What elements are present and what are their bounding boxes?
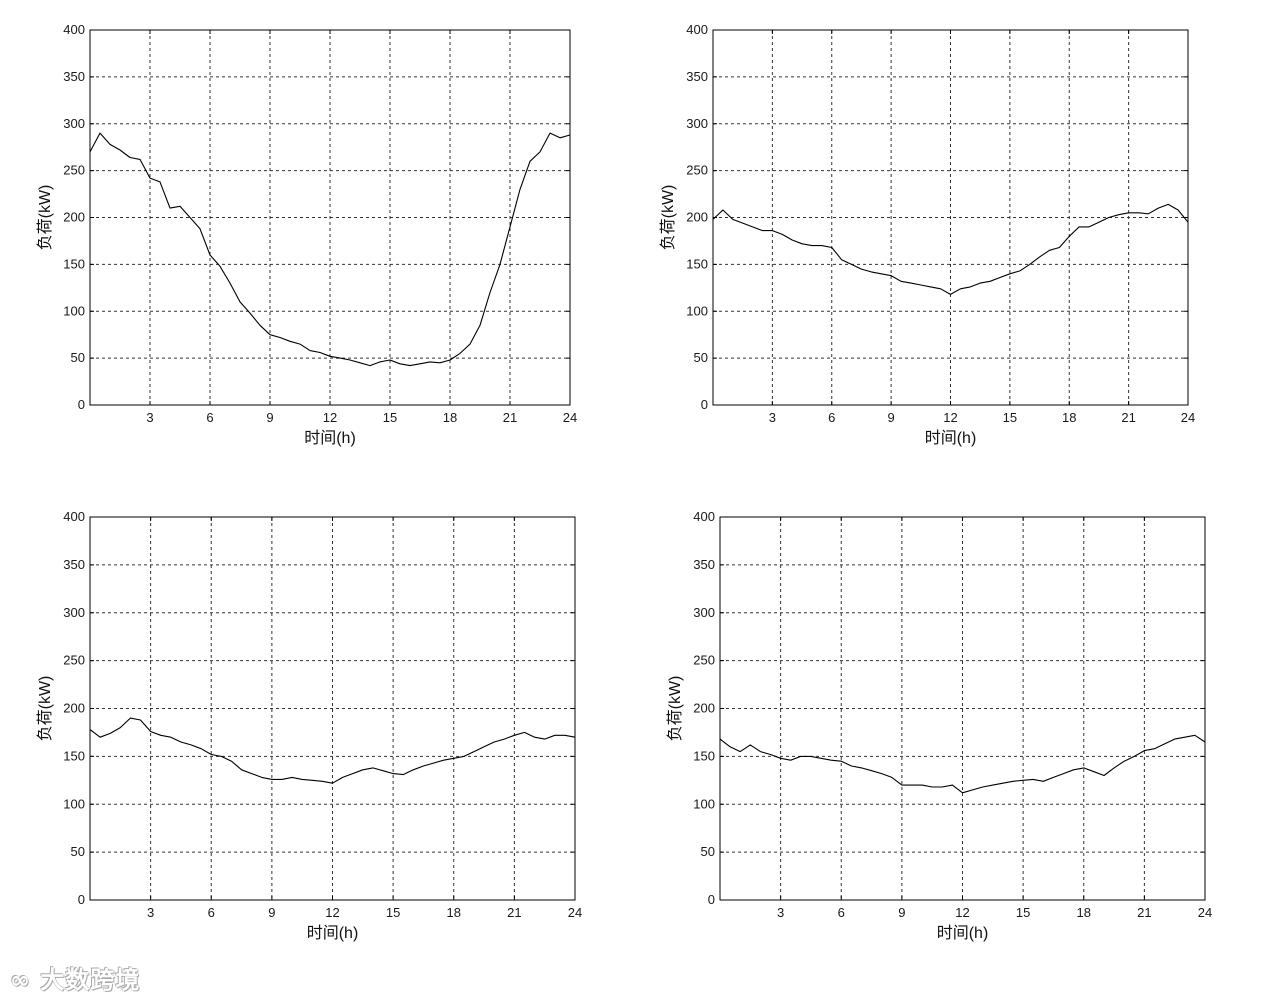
x-tick-label: 18 xyxy=(447,905,461,920)
x-tick-label: 9 xyxy=(266,410,273,425)
x-tick-label: 3 xyxy=(769,410,776,425)
x-tick-label: 15 xyxy=(1016,905,1030,920)
series-line xyxy=(89,132,571,367)
x-tick-label: 3 xyxy=(146,410,153,425)
x-tick-label: 6 xyxy=(206,410,213,425)
watermark-logo: ⁠∞ 大数跨境 xyxy=(10,966,141,994)
x-tick-label: 21 xyxy=(507,905,521,920)
y-tick-label: 250 xyxy=(63,163,85,178)
x-tick-label: 24 xyxy=(1181,410,1195,425)
y-tick-label: 100 xyxy=(686,303,708,318)
y-tick-label: 50 xyxy=(694,350,708,365)
y-tick-label: 150 xyxy=(63,256,85,271)
y-tick-label: 100 xyxy=(63,303,85,318)
y-tick-label: 100 xyxy=(693,796,715,811)
chart-bottom-right: 3 6 9 12 15 18 21 24 0 50 100 150 200 250 300 350 400 时间(… xyxy=(666,509,1212,942)
x-tick-label: 18 xyxy=(1077,905,1091,920)
series-line xyxy=(719,734,1206,794)
x-tick-label: 21 xyxy=(1137,905,1151,920)
y-tick-label: 200 xyxy=(686,210,708,225)
x-tick-label: 12 xyxy=(323,410,337,425)
x-tick-label: 21 xyxy=(1121,410,1135,425)
x-tick-label: 12 xyxy=(955,905,969,920)
x-tick-label: 24 xyxy=(1198,905,1212,920)
chart-top-right: 3 6 9 12 15 18 21 24 0 50 100 150 200 250 300 350 400 时间(… xyxy=(659,22,1195,447)
chart-top-left: 3 6 9 12 15 18 21 24 0 50 100 150 200 250 300 350 400 时间(… xyxy=(36,22,577,447)
y-tick-label: 100 xyxy=(63,796,85,811)
y-tick-label: 150 xyxy=(63,748,85,763)
y-tick-label: 350 xyxy=(693,557,715,572)
y-tick-label: 150 xyxy=(693,748,715,763)
y-tick-label: 50 xyxy=(701,844,715,859)
chart-bottom-left: 3 6 9 12 15 18 21 24 0 50 100 150 200 250 300 350 400 时间(… xyxy=(36,509,582,942)
x-tick-label: 9 xyxy=(898,905,905,920)
y-axis-label: 负荷(kW) xyxy=(36,676,54,742)
y-tick-label: 350 xyxy=(63,69,85,84)
x-tick-label: 3 xyxy=(777,905,784,920)
x-axis-label: 时间(h) xyxy=(937,924,989,942)
y-tick-label: 0 xyxy=(78,397,85,412)
y-tick-label: 300 xyxy=(63,605,85,620)
y-tick-label: 150 xyxy=(686,256,708,271)
x-tick-label: 18 xyxy=(443,410,457,425)
x-axis-label: 时间(h) xyxy=(304,429,356,447)
y-tick-label: 400 xyxy=(63,22,85,37)
x-tick-label: 9 xyxy=(888,410,895,425)
y-tick-label: 50 xyxy=(71,350,85,365)
x-tick-label: 21 xyxy=(503,410,517,425)
x-tick-label: 15 xyxy=(383,410,397,425)
y-axis-label: 负荷(kW) xyxy=(666,676,684,742)
x-tick-label: 9 xyxy=(268,905,275,920)
x-tick-label: 6 xyxy=(828,410,835,425)
y-tick-label: 250 xyxy=(63,653,85,668)
y-tick-label: 0 xyxy=(708,892,715,907)
y-tick-label: 350 xyxy=(63,557,85,572)
y-tick-label: 300 xyxy=(693,605,715,620)
x-tick-label: 12 xyxy=(325,905,339,920)
y-tick-label: 0 xyxy=(78,892,85,907)
y-tick-label: 350 xyxy=(686,69,708,84)
x-axis-label: 时间(h) xyxy=(307,924,359,942)
watermark-text: 大数跨境 xyxy=(40,966,141,994)
y-axis-label: 负荷(kW) xyxy=(659,185,677,251)
y-tick-label: 200 xyxy=(693,701,715,716)
y-tick-label: 0 xyxy=(701,397,708,412)
y-tick-label: 300 xyxy=(686,116,708,131)
x-tick-label: 12 xyxy=(943,410,957,425)
x-tick-label: 24 xyxy=(563,410,577,425)
x-tick-label: 15 xyxy=(386,905,400,920)
y-tick-label: 400 xyxy=(686,22,708,37)
y-tick-label: 400 xyxy=(63,509,85,524)
series-line xyxy=(712,203,1189,295)
x-axis-label: 时间(h) xyxy=(925,429,977,447)
x-tick-label: 15 xyxy=(1003,410,1017,425)
x-tick-label: 6 xyxy=(208,905,215,920)
series-line xyxy=(89,717,576,784)
x-tick-label: 18 xyxy=(1062,410,1076,425)
y-tick-label: 200 xyxy=(63,701,85,716)
x-tick-label: 24 xyxy=(568,905,582,920)
y-tick-label: 400 xyxy=(693,509,715,524)
y-axis-label: 负荷(kW) xyxy=(36,185,54,251)
y-tick-label: 250 xyxy=(686,163,708,178)
y-tick-label: 300 xyxy=(63,116,85,131)
y-tick-label: 50 xyxy=(71,844,85,859)
y-tick-label: 200 xyxy=(63,210,85,225)
x-tick-label: 3 xyxy=(147,905,154,920)
x-tick-label: 6 xyxy=(838,905,845,920)
y-tick-label: 250 xyxy=(693,653,715,668)
